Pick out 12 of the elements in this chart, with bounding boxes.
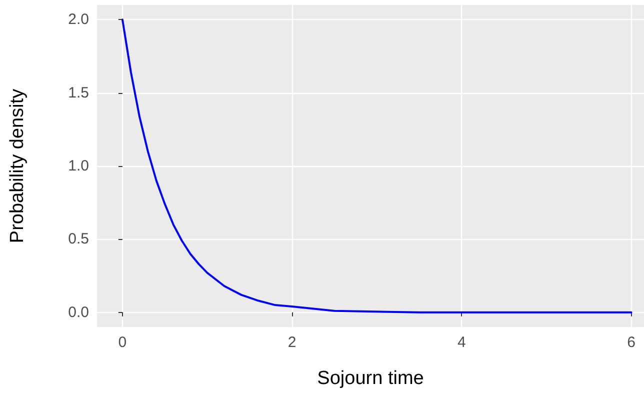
x-tick-label: 4 (457, 334, 466, 351)
line-series (121, 18, 632, 314)
y-tick-label: 0.5 (68, 230, 89, 248)
x-tick-label: 6 (627, 334, 636, 351)
y-axis-title: Probability density (7, 88, 28, 244)
y-tick-label: 2.0 (68, 11, 89, 28)
x-axis-title: Sojourn time (317, 368, 424, 389)
x-tick-label: 0 (118, 334, 127, 351)
y-tick-label: 1.0 (68, 158, 89, 174)
y-tick-label: 1.5 (68, 84, 89, 102)
x-tick-label: 2 (288, 334, 296, 351)
y-tick-label: 0.0 (68, 304, 89, 321)
